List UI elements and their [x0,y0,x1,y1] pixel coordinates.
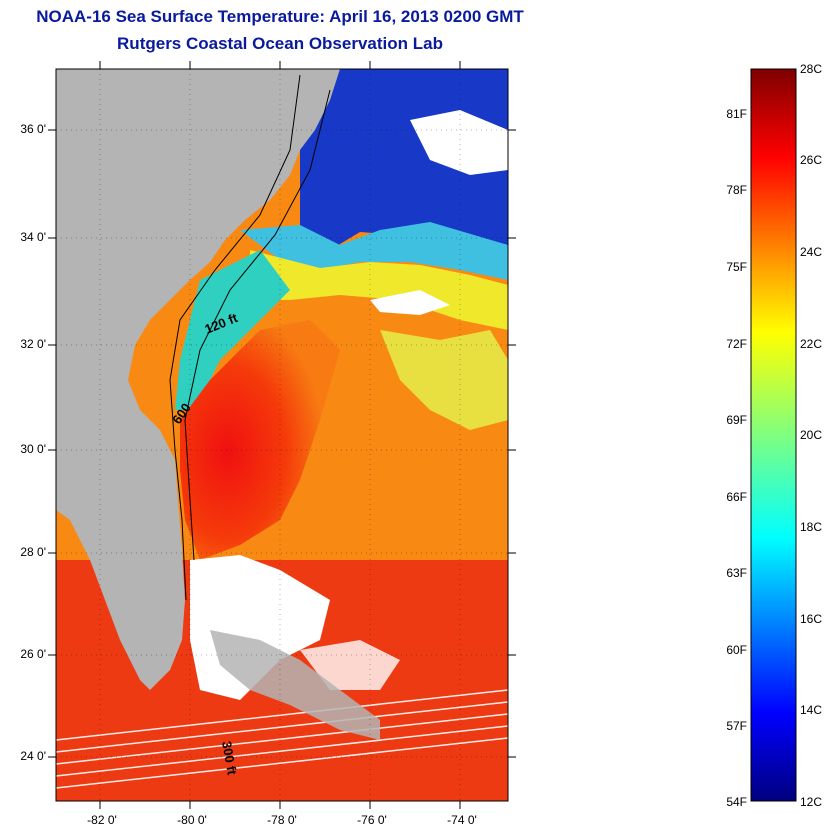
cb-c-16: 16C [800,612,822,626]
lon-tick-80: -80 0' [177,813,207,827]
latitude-axis: 36 0' 34 0' 32 0' 30 0' 28 0' 26 0' 24 0… [20,122,516,763]
cb-f-60: 60F [726,643,747,657]
cb-f-57: 57F [726,719,747,733]
cb-c-22: 22C [800,337,822,351]
cb-c-14: 14C [800,703,822,717]
cb-f-66: 66F [726,490,747,504]
longitude-axis: -82 0' -80 0' -78 0' -76 0' -74 0' [87,61,477,827]
cb-f-75: 75F [726,260,747,274]
map-title: NOAA-16 Sea Surface Temperature: April 1… [36,7,524,26]
cb-f-78: 78F [726,183,747,197]
cb-c-26: 26C [800,153,822,167]
cb-c-12: 12C [800,795,822,809]
plot-frame [55,68,509,802]
cb-f-81: 81F [726,107,747,121]
lat-tick-24: 24 0' [20,749,46,763]
cb-c-28: 28C [800,62,822,76]
cb-f-72: 72F [726,337,747,351]
cb-f-69: 69F [726,413,747,427]
sst-field [56,69,508,801]
lat-tick-28: 28 0' [20,545,46,559]
cb-c-20: 20C [800,428,822,442]
colorbar-gradient [750,68,797,802]
contour-label-300ft: 300 ft [219,740,240,777]
lon-tick-78: -78 0' [267,813,297,827]
cb-c-18: 18C [800,520,822,534]
temperature-colorbar: 28C 26C 24C 22C 20C 18C 16C 14C 12C 81F … [726,62,822,809]
map-subtitle: Rutgers Coastal Ocean Observation Lab [117,34,443,53]
cb-f-54: 54F [726,795,747,809]
lat-tick-34: 34 0' [20,230,46,244]
cb-f-63: 63F [726,566,747,580]
lat-tick-32: 32 0' [20,337,46,351]
lon-tick-82: -82 0' [87,813,117,827]
lon-tick-76: -76 0' [357,813,387,827]
cb-c-24: 24C [800,245,822,259]
lon-tick-74: -74 0' [447,813,477,827]
lat-tick-26: 26 0' [20,647,46,661]
lat-tick-36: 36 0' [20,122,46,136]
lat-tick-30: 30 0' [20,442,46,456]
